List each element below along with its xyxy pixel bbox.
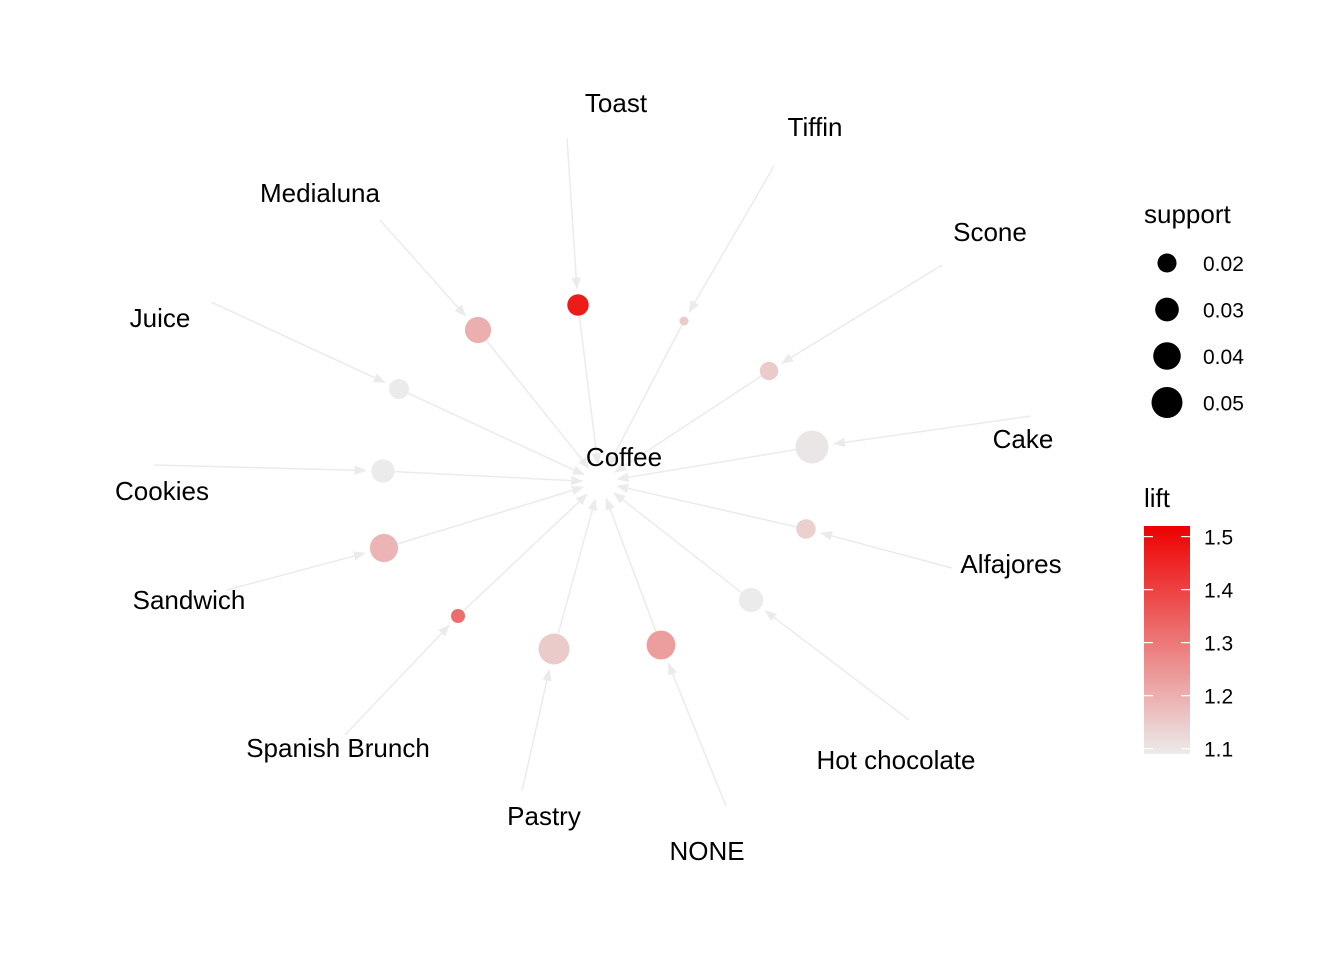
edge-juice-to-rule: [210, 301, 386, 383]
edge-rule-hot-chocolate-to-coffee: [613, 492, 742, 594]
rule-node-cake: [795, 430, 829, 464]
item-label-cake: Cake: [993, 424, 1054, 454]
edge-rule-none-to-coffee: [605, 497, 657, 632]
rule-node-juice: [389, 379, 409, 399]
rule-node-tiffin: [679, 316, 689, 326]
edge-rule-pastry-to-coffee: [557, 498, 597, 635]
lift-legend-title: lift: [1144, 483, 1171, 513]
support-legend: support 0.02 0.03 0.04 0.05: [1144, 199, 1244, 418]
item-label-alfajores: Alfajores: [960, 549, 1061, 579]
rule-node-cookies: [371, 459, 395, 483]
edge-tiffin-to-rule: [688, 165, 775, 313]
edge-rule-spanish-brunch-to-coffee: [462, 493, 588, 612]
item-label-medialuna: Medialuna: [260, 178, 381, 208]
edge-alfajores-to-rule: [820, 531, 953, 569]
rule-node-sandwich: [369, 533, 399, 563]
rule-node-toast: [567, 294, 589, 316]
lift-tick-label: 1.2: [1204, 686, 1233, 709]
item-label-juice: Juice: [130, 303, 191, 333]
lift-colorbar: [1144, 526, 1190, 754]
item-label-sandwich: Sandwich: [133, 585, 246, 615]
support-legend-marker: [1155, 297, 1179, 322]
edge-cookies-to-rule: [153, 464, 367, 476]
coffee-label: Coffee: [586, 442, 662, 472]
support-legend-title: support: [1144, 199, 1231, 229]
item-label-scone: Scone: [953, 217, 1027, 247]
lift-tick-label: 1.5: [1204, 527, 1233, 550]
rule-node-medialuna: [464, 316, 492, 344]
lift-tick-label: 1.4: [1204, 580, 1234, 603]
rule-node-hot-chocolate: [738, 587, 764, 613]
lift-tick-label: 1.1: [1204, 739, 1233, 762]
edge-rule-medialuna-to-coffee: [485, 339, 590, 469]
support-legend-marker: [1151, 387, 1183, 418]
edges-layer: [153, 137, 1032, 807]
edge-rule-juice-to-coffee: [407, 392, 585, 476]
support-legend-label: 0.03: [1203, 300, 1244, 323]
edge-medialuna-to-rule: [379, 219, 467, 317]
edge-none-to-rule: [667, 662, 727, 807]
edge-rule-toast-to-coffee: [578, 315, 602, 466]
rule-node-pastry: [538, 633, 570, 665]
rule-node-none: [646, 630, 676, 660]
item-label-none: NONE: [669, 836, 744, 866]
edge-rule-cookies-to-coffee: [394, 470, 584, 486]
rule-node-spanish-brunch: [450, 608, 466, 624]
lift-tick-label: 1.3: [1204, 633, 1233, 656]
support-legend-marker: [1157, 253, 1177, 273]
item-label-pastry: Pastry: [507, 801, 581, 831]
edge-rule-tiffin-to-coffee: [607, 324, 683, 468]
item-label-hot-chocolate: Hot chocolate: [817, 745, 976, 775]
support-legend-label: 0.05: [1203, 393, 1244, 416]
edge-scone-to-rule: [780, 264, 943, 364]
edge-rule-sandwich-to-coffee: [397, 485, 584, 545]
support-legend-marker: [1153, 342, 1181, 370]
edge-rule-alfajores-to-coffee: [616, 483, 797, 528]
lift-legend: lift 1.1 1.2 1.3 1.4 1.5: [1144, 483, 1234, 762]
item-label-tiffin: Tiffin: [788, 112, 843, 142]
rule-nodes-layer: [369, 294, 829, 665]
edge-sandwich-to-rule: [226, 551, 366, 591]
support-legend-label: 0.02: [1203, 253, 1244, 276]
item-label-spanish-brunch: Spanish Brunch: [246, 733, 430, 763]
edge-cake-to-rule: [833, 415, 1032, 448]
edge-toast-to-rule: [566, 137, 581, 290]
edge-rule-scone-to-coffee: [614, 375, 762, 473]
rule-node-alfajores: [796, 519, 816, 539]
edge-rule-cake-to-coffee: [616, 448, 796, 483]
edge-pastry-to-rule: [521, 668, 552, 792]
edge-spanish-brunch-to-rule: [344, 624, 450, 736]
item-label-cookies: Cookies: [115, 476, 209, 506]
item-label-toast: Toast: [585, 88, 648, 118]
item-labels-layer: Toast Tiffin Scone Cake Alfajores Hot chocola…: [115, 88, 1062, 866]
support-legend-label: 0.04: [1203, 346, 1244, 369]
rule-node-scone: [759, 361, 779, 381]
edge-hot-chocolate-to-rule: [764, 610, 910, 721]
